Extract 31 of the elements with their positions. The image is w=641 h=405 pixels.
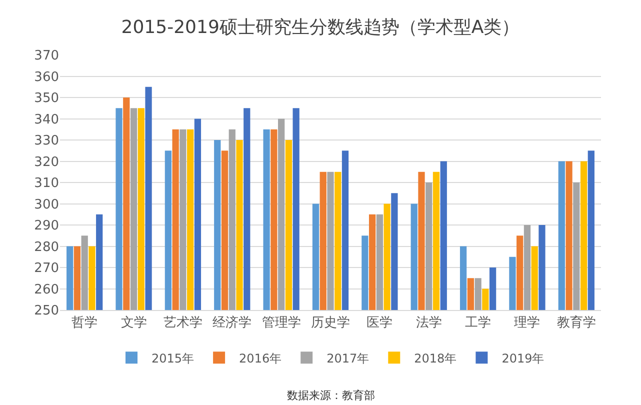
y-tick-label: 330 <box>34 134 59 149</box>
source-note: 数据来源：教育部 <box>287 389 375 402</box>
x-tick-label: 理学 <box>514 316 540 331</box>
x-tick-label: 哲学 <box>72 316 98 331</box>
legend-label: 2018年 <box>414 351 457 366</box>
legend-label: 2017年 <box>326 351 370 366</box>
x-tick-label: 医学 <box>366 316 393 331</box>
y-tick-label: 310 <box>34 176 59 192</box>
y-tick-label: 280 <box>34 240 59 255</box>
x-tick-label: 历史学 <box>311 316 350 331</box>
legend-label: 2019年 <box>502 351 544 366</box>
x-tick-label: 文学 <box>120 316 147 331</box>
y-tick-label: 350 <box>34 91 59 106</box>
x-tick-label: 法学 <box>416 316 442 331</box>
y-tick-label: 360 <box>34 70 59 85</box>
y-tick-label: 320 <box>34 154 59 170</box>
x-tick-label: 经济学 <box>212 316 252 331</box>
y-tick-label: 370 <box>34 48 59 64</box>
y-tick-label: 290 <box>34 218 59 234</box>
x-tick-label: 艺术学 <box>163 316 202 331</box>
y-tick-label: 340 <box>34 112 59 128</box>
chart-title: 2015-2019硕士研究生分数线趋势（学术型A类） <box>121 16 520 38</box>
legend-label: 2015年 <box>152 351 194 366</box>
y-tick-label: 270 <box>34 261 59 276</box>
y-tick-label: 300 <box>34 197 59 212</box>
x-tick-label: 管理学 <box>262 316 301 331</box>
y-tick-label: 260 <box>34 282 59 298</box>
x-tick-label: 工学 <box>465 316 492 331</box>
legend-label: 2016年 <box>239 351 282 366</box>
x-tick-label: 教育学 <box>556 314 596 331</box>
y-tick-label: 250 <box>34 304 59 319</box>
